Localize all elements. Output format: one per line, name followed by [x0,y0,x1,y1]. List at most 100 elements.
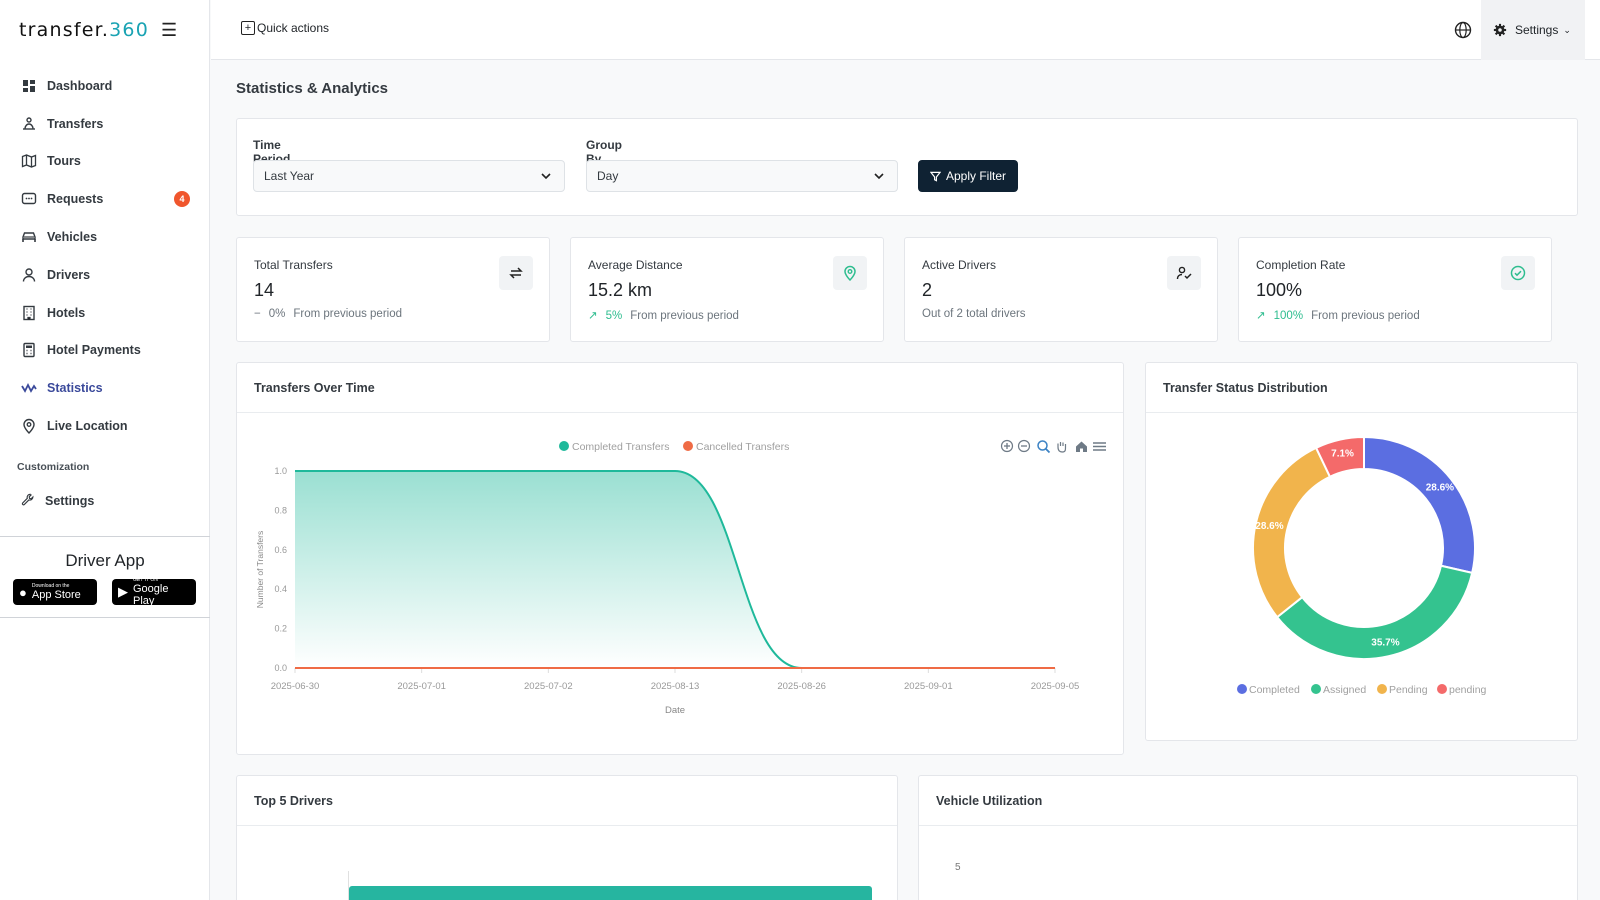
status-donut-chart[interactable]: 28.6% 35.7% 28.6% 7.1% Completed Assigned Pend… [1146,413,1577,738]
sidebar: transfer.360 ☰ Dashboard Transfers Tours Re… [0,0,210,900]
user-check-icon [1167,256,1201,290]
stat-sub-label: Out of 2 total drivers [922,308,1026,320]
y-axis-label: Number of Transfers [255,531,265,608]
trend-flat-icon: − [254,308,261,320]
app-store-button[interactable]: ● Download on the App Store [13,579,97,605]
donut-slice-assigned[interactable] [1275,564,1474,660]
sidebar-item-tours[interactable]: Tours [0,143,209,181]
apply-filter-button[interactable]: Apply Filter [918,160,1018,192]
stat-value: 15.2 km [588,280,653,300]
legend-label[interactable]: Pending [1389,684,1428,696]
stat-label: Active Drivers [922,258,997,272]
stat-sub-label: From previous period [293,308,402,320]
x-tick-label: 2025-08-13 [651,681,700,692]
vehicle-utilization-card: Vehicle Utilization 5 [918,775,1578,900]
gear-icon [1493,23,1507,37]
stat-sub-label: From previous period [630,310,739,322]
zoom-select-icon[interactable] [1037,440,1051,454]
transfers-chart-title: Transfers Over Time [254,381,375,395]
time-period-value: Last Year [264,169,315,183]
trend-up-icon: ↗ [588,310,598,322]
donut-slice-pending[interactable] [1314,435,1365,479]
legend-label[interactable]: Assigned [1323,684,1366,696]
legend-marker [1377,684,1387,694]
swap-arrows-icon [499,256,533,290]
stat-label: Completion Rate [1256,258,1346,272]
completed-area-fill [295,471,1055,668]
google-play-button[interactable]: ▶ GET IT ON Google Play [112,577,196,607]
stat-value: 14 [254,280,275,300]
sidebar-item-label: Drivers [47,267,91,282]
chat-icon [21,191,37,207]
stat-card-average-distance: Average Distance 15.2 km ↗ 5% From previous … [570,237,884,342]
activity-icon [21,380,37,396]
legend-label[interactable]: Completed [1249,684,1300,696]
time-period-select[interactable]: Last Year [253,160,565,192]
legend-label[interactable]: Cancelled Transfers [696,441,789,453]
pan-hand-icon[interactable] [1057,442,1067,453]
status-distribution-card: Transfer Status Distribution 28.6% 35.7% 2… [1145,362,1578,741]
group-by-select[interactable]: Day [586,160,898,192]
sidebar-item-requests[interactable]: Requests 4 [0,180,209,218]
legend-label[interactable]: pending [1449,684,1487,696]
home-reset-icon[interactable] [1076,441,1087,453]
nav-section-label: Customization [17,460,90,473]
sidebar-item-statistics[interactable]: Statistics [0,369,209,407]
sidebar-item-label: Vehicles [47,230,98,245]
menu-icon[interactable] [1093,442,1106,451]
settings-dropdown-button[interactable]: Settings ⌄ [1481,0,1585,60]
brand-logo[interactable]: transfer.360 [19,19,150,41]
y-tick-label: 0.6 [274,545,287,555]
apply-filter-label: Apply Filter [945,169,1007,183]
building-icon [21,305,37,321]
app-store-small-text: Download on the [31,583,70,589]
x-tick-label: 2025-07-02 [524,681,573,692]
donut-slice-pending[interactable] [1252,446,1332,619]
page-title: Statistics & Analytics [236,80,388,97]
stat-subtext: ↗ 100% From previous period [1256,308,1420,322]
car-icon [21,229,37,245]
transfers-over-time-card: Transfers Over Time 0.0 0.2 0.4 0.6 0.8 1.0 Nu… [236,362,1124,755]
google-play-small-text: GET IT ON [133,577,158,583]
top-drivers-bar[interactable] [349,886,872,900]
driver-app-title: Driver App [65,551,145,570]
chevron-down-icon [541,173,551,180]
quick-actions-label: Quick actions [257,21,330,35]
y-tick-label: 0.2 [274,624,287,634]
sidebar-item-hotel-payments[interactable]: Hotel Payments [0,332,209,370]
slice-value-label: 7.1% [1331,448,1354,459]
sidebar-item-settings[interactable]: Settings [0,485,209,517]
menu-toggle-icon[interactable]: ☰ [161,20,178,40]
stat-label: Average Distance [588,258,683,272]
check-circle-icon [1501,256,1535,290]
sidebar-item-transfers[interactable]: Transfers [0,105,209,143]
card-divider [237,825,897,826]
top-drivers-axis [348,871,349,900]
sidebar-item-label: Requests [47,192,104,207]
sidebar-item-label: Tours [47,154,81,169]
stat-value: 100% [1256,280,1303,300]
zoom-out-icon[interactable] [1017,439,1031,453]
group-by-value: Day [597,169,619,183]
sidebar-item-vehicles[interactable]: Vehicles [0,218,209,256]
quick-actions-button[interactable]: + Quick actions [241,21,329,35]
stat-sub-label: From previous period [1311,310,1420,322]
donut-slice-completed[interactable] [1363,435,1476,575]
x-tick-label: 2025-09-01 [904,681,953,692]
sidebar-item-live-location[interactable]: Live Location [0,407,209,445]
legend-label[interactable]: Completed Transfers [572,441,669,453]
legend-marker [1437,684,1447,694]
sidebar-item-dashboard[interactable]: Dashboard [0,67,209,105]
globe-icon[interactable] [1453,20,1473,40]
topbar: + Quick actions Settings ⌄ [211,0,1600,60]
location-pin-icon [21,418,37,435]
sidebar-item-label: Transfers [47,116,104,131]
stat-subtext: −0% From previous period [254,308,402,320]
sidebar-item-hotels[interactable]: Hotels [0,294,209,332]
y-tick-label: 0.4 [274,584,287,594]
stat-card-active-drivers: Active Drivers 2 Out of 2 total drivers [904,237,1218,342]
transfers-area-chart[interactable]: 0.0 0.2 0.4 0.6 0.8 1.0 Number of Transfers 202… [237,413,1123,753]
zoom-in-icon[interactable] [1000,439,1014,453]
sidebar-item-drivers[interactable]: Drivers [0,256,209,294]
slice-value-label: 28.6% [1426,483,1454,494]
